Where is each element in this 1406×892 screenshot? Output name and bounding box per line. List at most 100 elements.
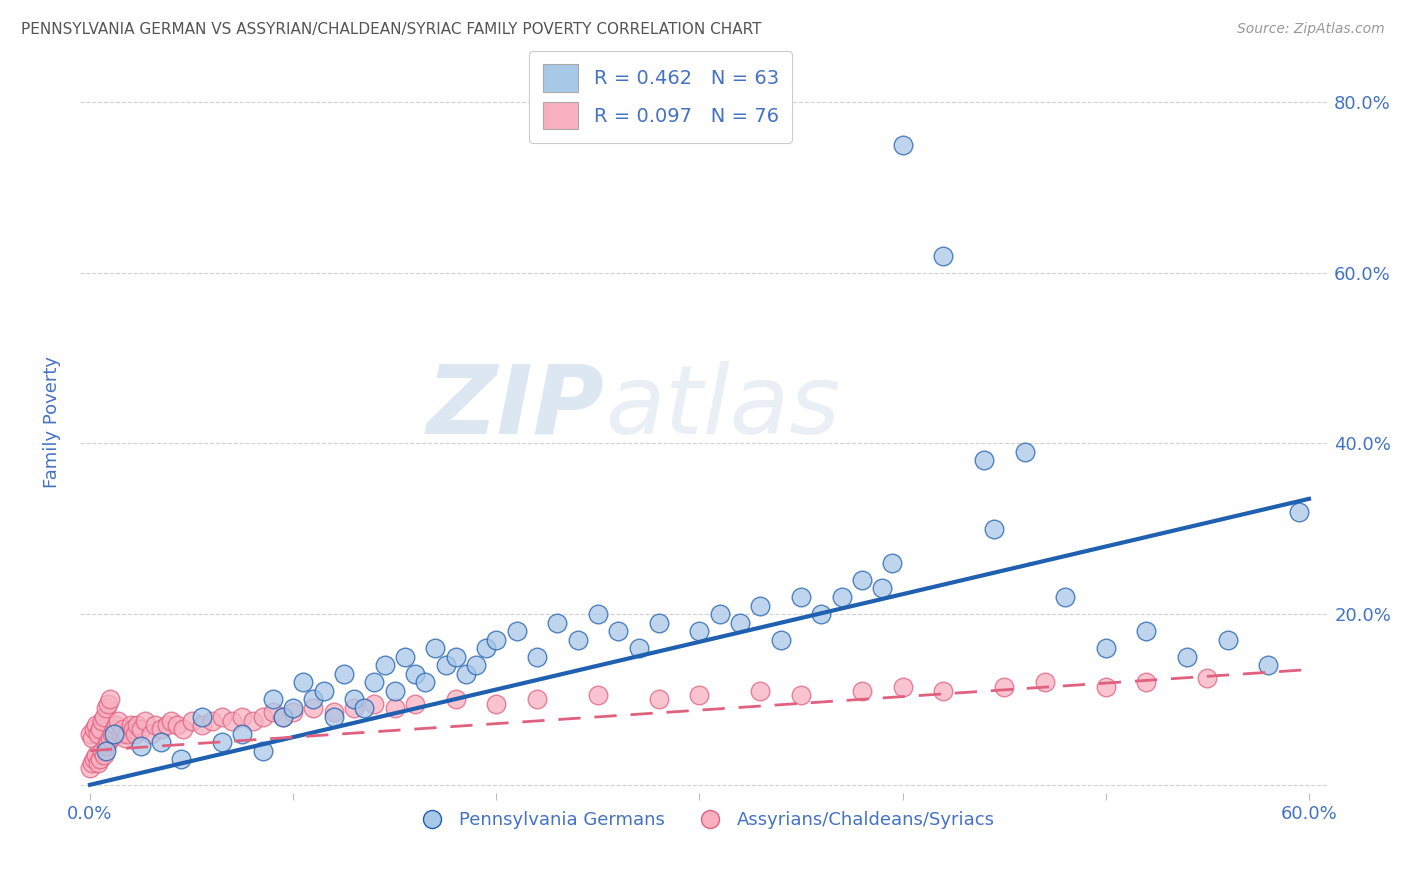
Point (648, 692, 671, 706)
Point (97, 735, 120, 749)
Point (252, 709, 274, 723)
Point (769, 632, 792, 647)
Point (749, 684, 772, 698)
Point (143, 718, 166, 732)
Point (485, 632, 508, 647)
Point (444, 692, 467, 706)
Point (586, 688, 609, 702)
Point (1216, 632, 1239, 647)
Point (96, 744, 118, 758)
Point (586, 607, 609, 621)
Point (790, 688, 813, 702)
Point (526, 692, 548, 706)
Point (98, 692, 121, 706)
Point (851, 573, 873, 587)
Point (322, 709, 344, 723)
Point (221, 714, 243, 728)
Point (91, 714, 114, 728)
Point (333, 666, 356, 681)
Point (262, 692, 284, 706)
Point (191, 709, 214, 723)
Y-axis label: Family Poverty: Family Poverty (44, 356, 60, 488)
Point (1257, 658, 1279, 673)
Point (425, 641, 447, 656)
Point (242, 714, 264, 728)
Point (283, 701, 305, 715)
Point (80, 731, 103, 745)
Point (201, 714, 224, 728)
Point (101, 726, 124, 740)
Point (139, 726, 162, 740)
Point (384, 701, 406, 715)
Point (231, 726, 253, 740)
Point (172, 723, 194, 737)
Point (211, 709, 233, 723)
Point (1014, 445, 1036, 459)
Point (129, 723, 152, 737)
Point (343, 692, 366, 706)
Point (872, 582, 894, 596)
Point (96, 701, 118, 715)
Point (79, 761, 101, 775)
Point (93, 709, 115, 723)
Point (728, 615, 751, 630)
Point (983, 522, 1005, 536)
Point (283, 705, 305, 719)
Point (790, 590, 813, 604)
Point (322, 705, 344, 719)
Point (891, 680, 914, 694)
Point (831, 590, 853, 604)
Point (343, 701, 366, 715)
Point (103, 726, 125, 740)
Point (882, 556, 904, 570)
Point (262, 705, 284, 719)
Point (993, 680, 1015, 694)
Point (150, 735, 173, 749)
Point (444, 649, 467, 664)
Point (180, 714, 202, 728)
Point (114, 731, 136, 745)
Point (485, 697, 508, 711)
Point (115, 726, 138, 740)
Point (271, 709, 294, 723)
Point (89, 752, 111, 766)
Point (1197, 671, 1219, 685)
Point (97, 697, 120, 711)
Point (475, 641, 498, 656)
Point (191, 718, 214, 732)
Point (363, 697, 385, 711)
Point (353, 701, 375, 715)
Point (1135, 624, 1157, 639)
Point (1175, 649, 1198, 664)
Point (211, 735, 233, 749)
Point (105, 718, 128, 732)
Point (973, 453, 995, 467)
Point (271, 709, 294, 723)
Point (526, 649, 548, 664)
Point (252, 744, 274, 758)
Point (851, 684, 873, 698)
Point (465, 658, 488, 673)
Point (87, 756, 110, 771)
Text: PENNSYLVANIA GERMAN VS ASSYRIAN/CHALDEAN/SYRIAC FAMILY POVERTY CORRELATION CHART: PENNSYLVANIA GERMAN VS ASSYRIAN/CHALDEAN… (21, 22, 762, 37)
Point (83, 723, 105, 737)
Point (384, 684, 406, 698)
Point (150, 723, 173, 737)
Point (454, 666, 477, 681)
Point (505, 624, 527, 639)
Point (107, 714, 129, 728)
Point (363, 675, 385, 690)
Point (93, 747, 115, 762)
Point (231, 709, 253, 723)
Point (125, 718, 148, 732)
Point (89, 723, 111, 737)
Point (932, 684, 955, 698)
Point (84, 718, 107, 732)
Point (749, 599, 772, 613)
Point (689, 624, 711, 639)
Point (394, 649, 416, 664)
Point (648, 615, 671, 630)
Text: atlas: atlas (605, 360, 839, 454)
Point (103, 723, 125, 737)
Point (134, 714, 156, 728)
